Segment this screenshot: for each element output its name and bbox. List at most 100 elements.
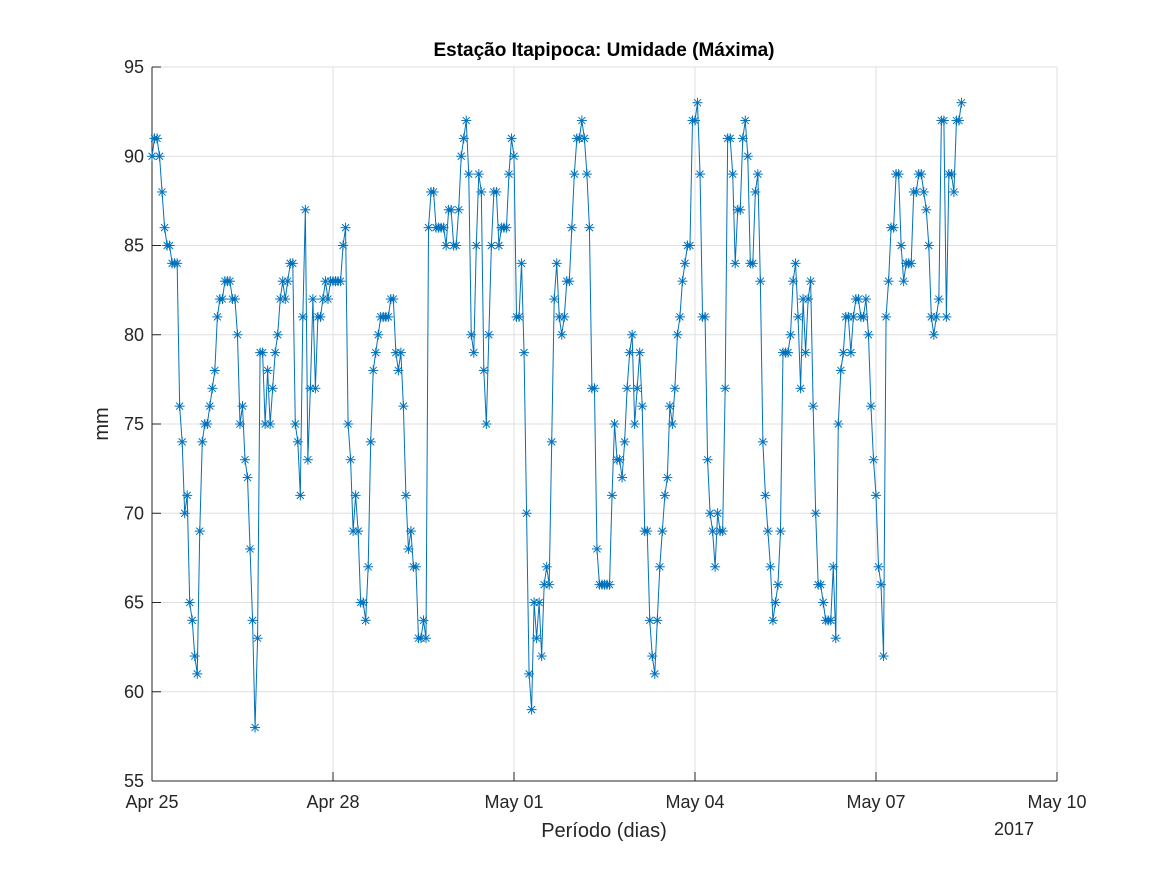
data-point — [838, 347, 849, 358]
data-point — [865, 401, 876, 412]
data-point — [632, 383, 643, 394]
data-point — [956, 97, 967, 108]
data-point — [471, 240, 482, 251]
data-point — [735, 204, 746, 215]
data-point — [569, 169, 580, 180]
data-point — [252, 633, 263, 644]
data-point — [503, 169, 514, 180]
data-point — [941, 311, 952, 322]
data-point — [209, 365, 220, 376]
data-point — [659, 490, 670, 501]
data-point — [783, 347, 794, 358]
data-point — [785, 329, 796, 340]
data-point — [755, 276, 766, 287]
data-point — [747, 258, 758, 269]
data-point — [174, 401, 185, 412]
data-point — [725, 133, 736, 144]
data-point — [393, 365, 404, 376]
data-point — [928, 329, 939, 340]
data-point — [760, 490, 771, 501]
data-point — [669, 383, 680, 394]
data-point — [456, 151, 467, 162]
data-point — [702, 454, 713, 465]
data-point — [800, 347, 811, 358]
data-point — [282, 276, 293, 287]
data-point — [400, 490, 411, 501]
data-point — [242, 472, 253, 483]
data-point — [918, 186, 929, 197]
data-point — [825, 615, 836, 626]
data-point — [556, 329, 567, 340]
data-point — [933, 294, 944, 305]
x-tick-label: May 10 — [1027, 792, 1086, 812]
data-point — [647, 651, 658, 662]
data-point — [481, 419, 492, 429]
data-point — [421, 633, 432, 644]
data-point — [546, 436, 557, 447]
data-point — [280, 294, 291, 305]
data-point — [762, 526, 773, 537]
data-point — [684, 240, 695, 251]
data-point — [438, 222, 449, 233]
data-point — [192, 668, 203, 679]
data-point — [667, 419, 678, 429]
data-point — [742, 151, 753, 162]
data-point — [370, 347, 381, 358]
data-point — [345, 454, 356, 465]
data-point — [805, 276, 816, 287]
data-point — [164, 240, 175, 251]
data-point — [881, 311, 892, 322]
data-point — [428, 186, 439, 197]
y-tick-label: 95 — [124, 57, 144, 77]
data-point — [182, 490, 193, 501]
data-point — [473, 169, 484, 180]
data-point — [818, 597, 829, 608]
data-point — [207, 383, 218, 394]
data-point — [302, 454, 313, 465]
data-point — [677, 276, 688, 287]
data-point — [775, 526, 786, 537]
data-point — [695, 169, 706, 180]
data-point — [451, 240, 462, 251]
data-point — [898, 276, 909, 287]
data-point — [627, 329, 638, 340]
data-point — [871, 490, 881, 501]
data-point — [501, 222, 512, 233]
data-point — [292, 436, 303, 447]
x-tick-label: Apr 25 — [125, 792, 178, 812]
x-axis-year-label: 2017 — [994, 819, 1034, 839]
data-point — [873, 561, 884, 572]
data-point — [297, 311, 308, 322]
data-point — [516, 258, 527, 269]
data-point — [938, 115, 949, 126]
data-point — [634, 347, 645, 358]
data-point — [579, 133, 590, 144]
data-point — [946, 169, 957, 180]
data-point — [267, 383, 278, 394]
data-point — [519, 347, 530, 358]
data-point — [363, 561, 374, 572]
y-tick-label: 70 — [124, 503, 144, 523]
data-point — [624, 347, 635, 358]
data-point — [619, 436, 630, 447]
y-tick-label: 85 — [124, 236, 144, 256]
data-point — [534, 597, 545, 608]
data-point — [727, 169, 738, 180]
data-point — [679, 258, 690, 269]
data-point — [224, 276, 235, 287]
x-tick-label: Apr 28 — [306, 792, 359, 812]
data-point — [476, 186, 487, 197]
data-point — [662, 472, 673, 483]
data-point — [604, 579, 615, 590]
data-point — [514, 311, 525, 322]
data-point — [529, 597, 540, 608]
data-point — [340, 222, 351, 233]
data-point — [234, 419, 245, 429]
data-point — [159, 222, 170, 233]
data-point — [270, 347, 281, 358]
data-point — [921, 204, 932, 215]
data-point — [657, 526, 668, 537]
data-point — [466, 329, 477, 340]
data-point — [350, 490, 361, 501]
data-point — [410, 561, 421, 572]
